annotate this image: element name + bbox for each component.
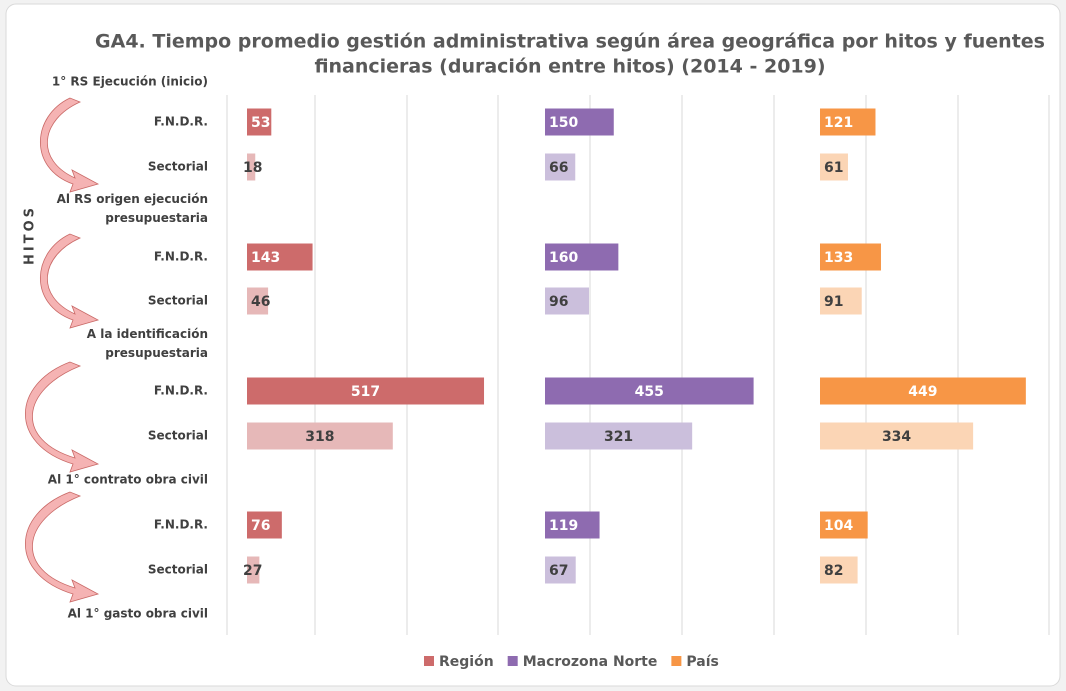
value-label: 82 (824, 563, 843, 579)
chart-title: GA4. Tiempo promedio gestión administrat… (95, 31, 1045, 53)
bar (247, 422, 393, 450)
bar (545, 422, 693, 450)
value-label: 334 (882, 429, 911, 445)
value-label: 455 (635, 384, 664, 400)
category-label: F.N.D.R. (154, 384, 208, 398)
chart-title: financieras (duración entre hitos) (2014… (314, 56, 825, 78)
value-label: 150 (549, 115, 578, 131)
bar (545, 377, 754, 405)
milestone-label: Al RS origen ejecución (57, 192, 208, 206)
legend-label: País (686, 654, 718, 670)
category-label: Sectorial (148, 160, 208, 174)
value-label: 91 (824, 294, 843, 310)
category-label: F.N.D.R. (154, 250, 208, 264)
category-label: F.N.D.R. (154, 115, 208, 129)
card (5, 3, 1061, 687)
bar (820, 243, 881, 271)
value-label: 517 (351, 384, 380, 400)
value-label: 53 (251, 115, 270, 131)
bar (545, 243, 619, 271)
y-axis-label: HITOS (23, 205, 38, 265)
value-label: 321 (604, 429, 633, 445)
bar (820, 108, 876, 136)
legend-label: Región (439, 654, 494, 670)
legend-swatch (424, 656, 434, 666)
milestone-label: A la identificación (87, 327, 208, 341)
grid (226, 95, 1050, 635)
bar (820, 511, 868, 539)
legend-swatch (671, 656, 682, 666)
bar (820, 153, 848, 181)
value-label: 449 (908, 384, 937, 400)
arrow (24, 361, 100, 473)
bar (247, 511, 282, 539)
bar (545, 287, 590, 315)
value-label: 143 (251, 250, 280, 266)
value-label: 96 (549, 294, 568, 310)
bar (820, 287, 862, 315)
milestone-label: Al 1° gasto obra civil (68, 607, 208, 621)
bar (545, 511, 600, 539)
value-label: 104 (824, 518, 853, 534)
arrow (24, 491, 100, 603)
bar (247, 556, 260, 584)
milestone-label: presupuestaria (105, 346, 208, 360)
milestone-label: Al 1° contrato obra civil (48, 473, 208, 487)
bar (247, 287, 269, 315)
value-label: 67 (549, 563, 568, 579)
category-label: Sectorial (148, 429, 208, 443)
value-label: 119 (549, 518, 578, 534)
milestone-label: 1° RS Ejecución (inicio) (52, 75, 208, 89)
bar (545, 556, 576, 584)
value-label: 160 (549, 250, 578, 266)
value-label: 121 (824, 115, 853, 131)
category-label: Sectorial (148, 294, 208, 308)
value-label: 46 (251, 294, 270, 310)
bar (545, 153, 576, 181)
bar (545, 108, 614, 136)
bar (247, 377, 485, 405)
value-label: 133 (824, 250, 853, 266)
bar (820, 377, 1026, 405)
value-label: 27 (243, 563, 262, 579)
bar (247, 153, 256, 181)
value-label: 318 (305, 429, 334, 445)
category-label: Sectorial (148, 563, 208, 577)
arrows (24, 97, 100, 603)
arrow (39, 97, 100, 193)
value-label: 76 (251, 518, 270, 534)
category-label: F.N.D.R. (154, 518, 208, 532)
bar (820, 422, 974, 450)
value-label: 18 (243, 160, 262, 176)
bar (820, 556, 858, 584)
bar (247, 243, 313, 271)
legend-swatch (507, 656, 518, 666)
value-label: 61 (824, 160, 843, 176)
legend-label: Macrozona Norte (523, 654, 658, 670)
value-label: 66 (549, 160, 568, 176)
bar (247, 108, 272, 136)
milestone-label: presupuestaria (105, 211, 208, 225)
arrow (39, 233, 100, 329)
